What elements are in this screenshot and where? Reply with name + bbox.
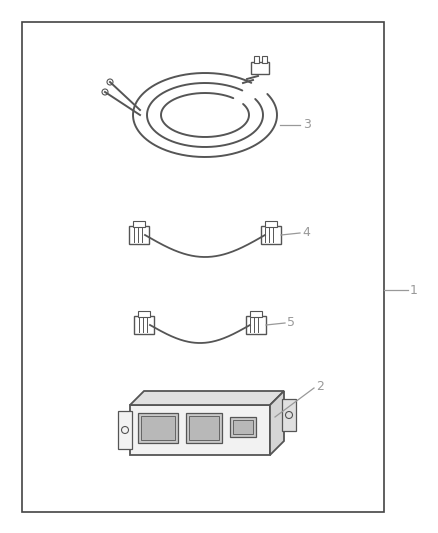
Polygon shape [130, 391, 284, 405]
Bar [22, 22, 384, 512]
Bar [254, 56, 259, 63]
Polygon shape [270, 391, 284, 455]
Polygon shape [130, 405, 270, 455]
Text: 5: 5 [287, 317, 295, 329]
Bar [282, 399, 296, 431]
Bar [251, 62, 269, 74]
Bar [265, 221, 277, 227]
Text: 1: 1 [410, 284, 418, 296]
Bar [230, 417, 256, 437]
Text: 4: 4 [302, 227, 310, 239]
Bar [250, 311, 262, 317]
Text: 3: 3 [303, 118, 311, 132]
Bar [118, 411, 132, 449]
Text: 2: 2 [316, 381, 324, 393]
Bar [129, 226, 149, 244]
Bar [138, 311, 150, 317]
Bar [134, 316, 154, 334]
Bar [189, 416, 219, 440]
Bar [141, 416, 175, 440]
Bar [186, 413, 222, 443]
Bar [246, 316, 266, 334]
Bar [261, 226, 281, 244]
Bar [138, 413, 178, 443]
Bar [133, 221, 145, 227]
Bar [233, 420, 253, 434]
Bar [262, 56, 267, 63]
